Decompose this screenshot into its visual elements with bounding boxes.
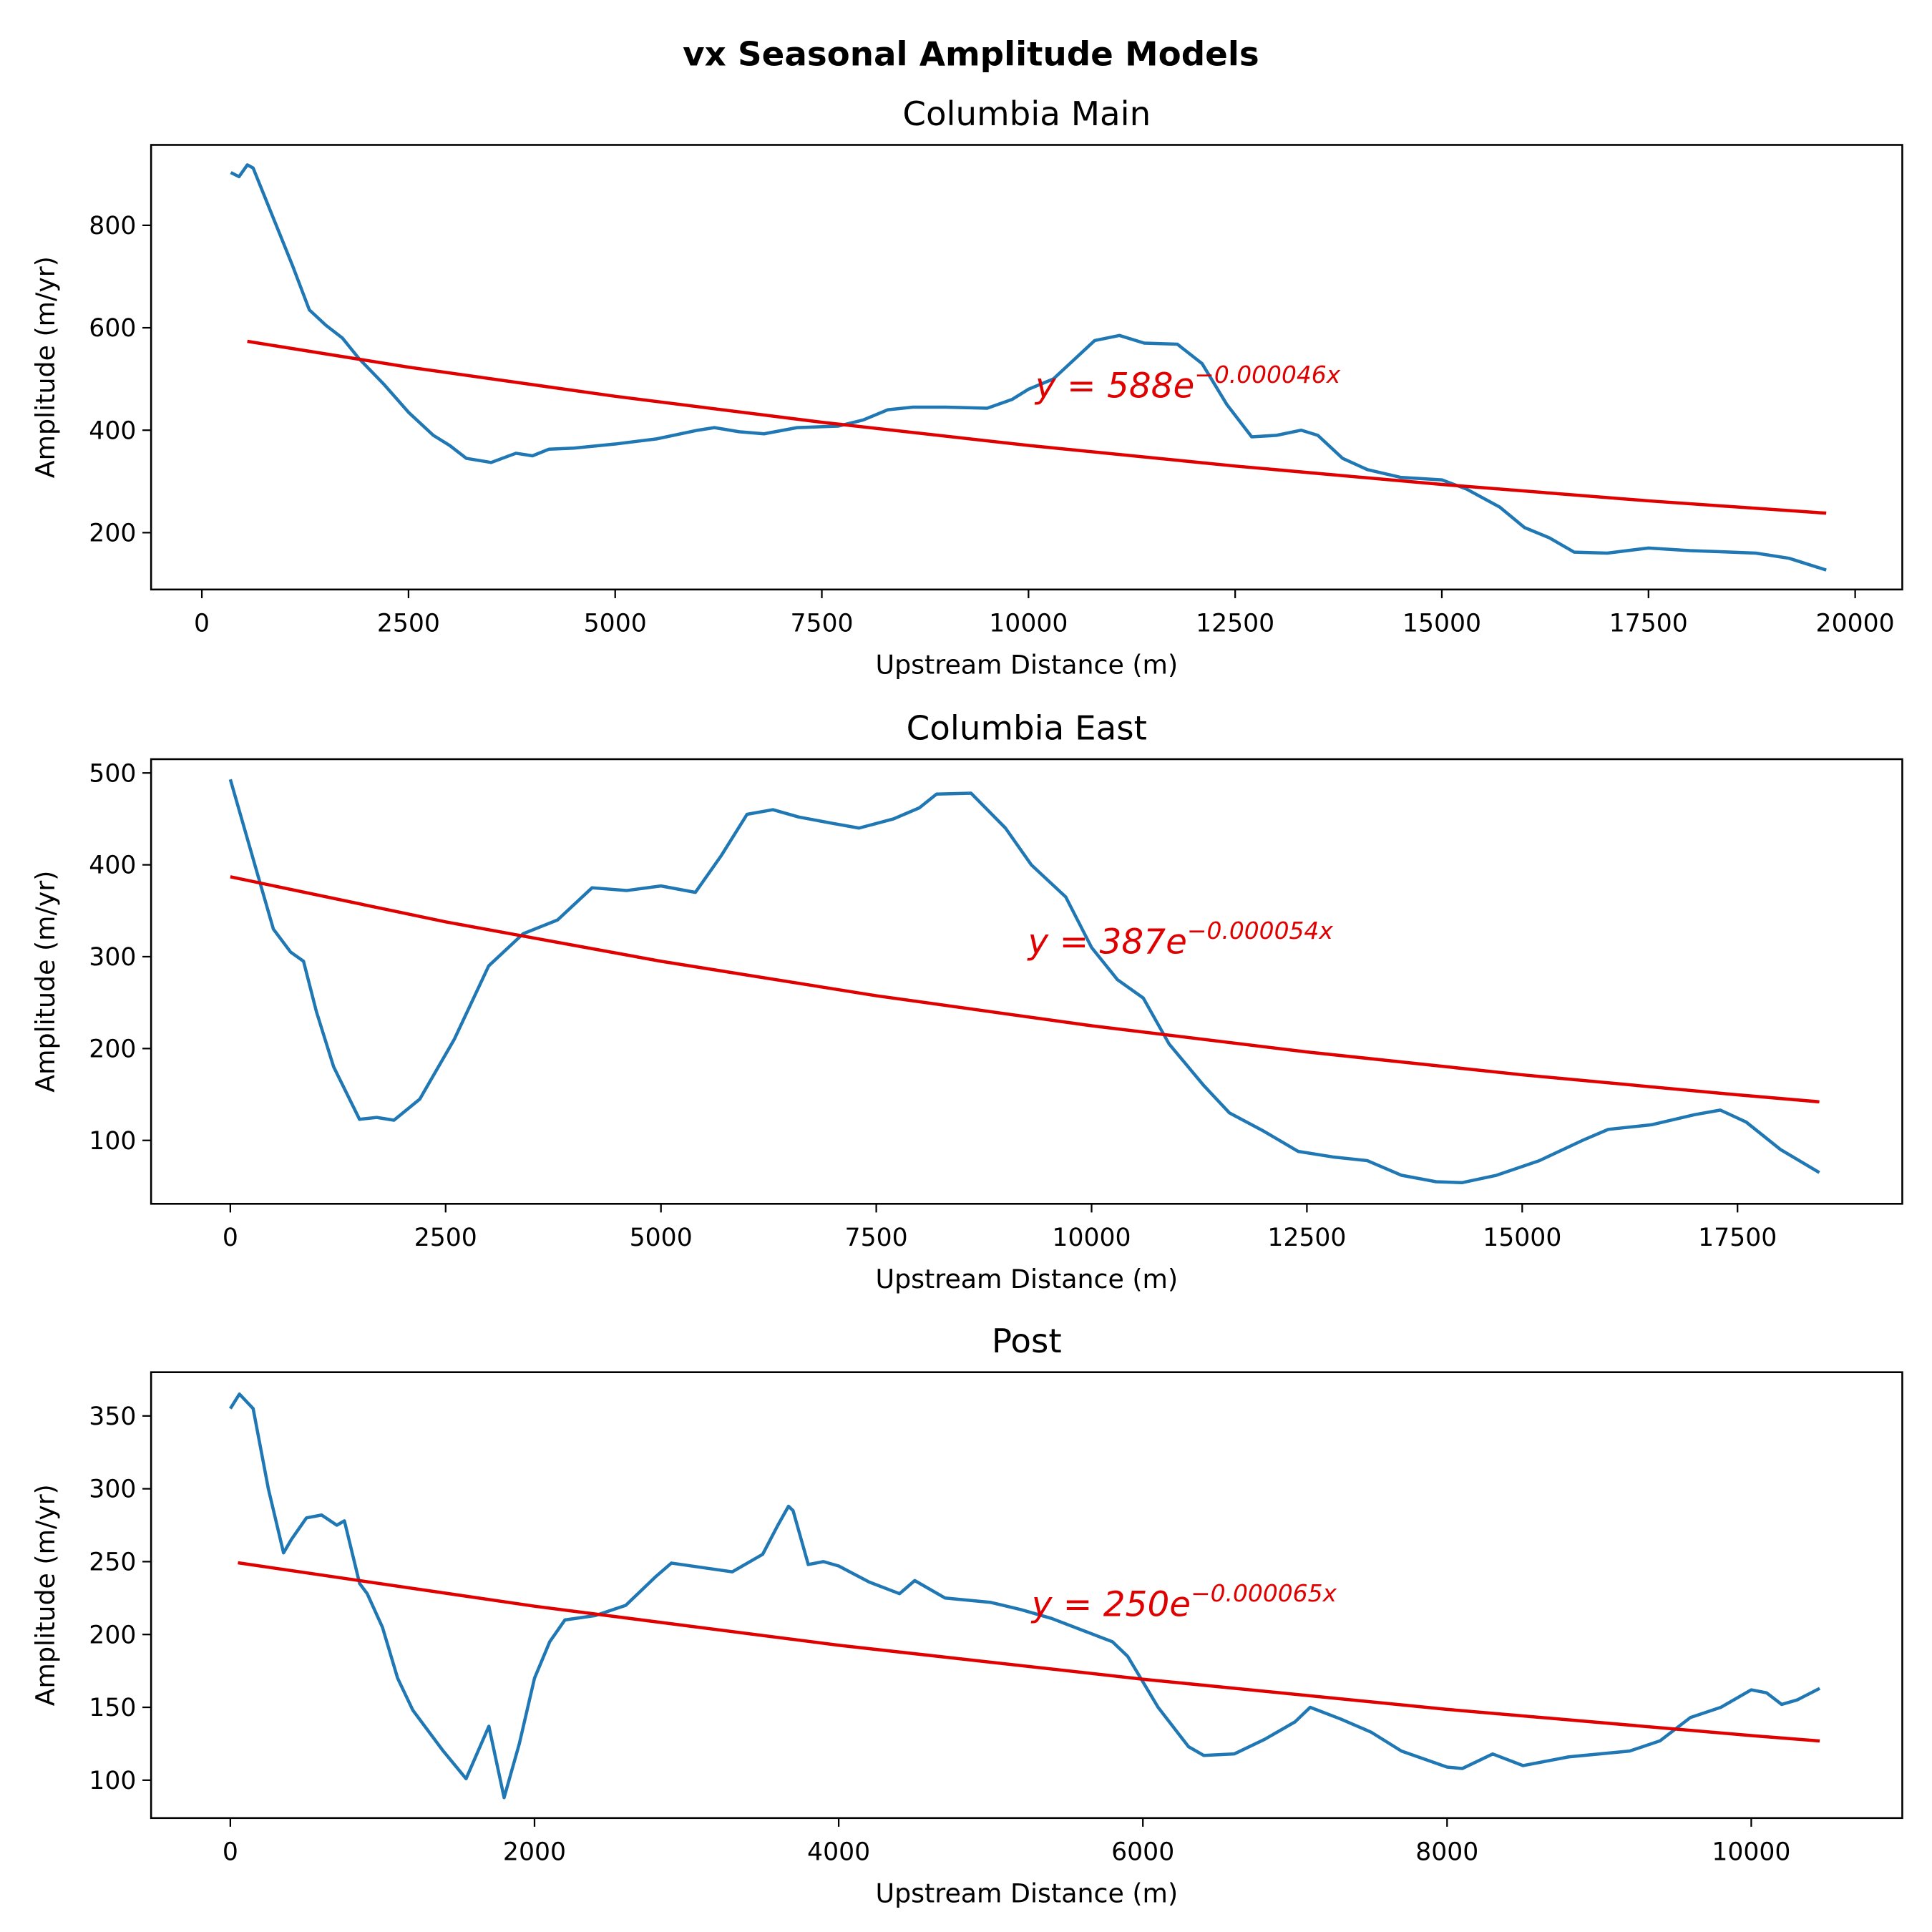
data-line	[228, 1392, 1821, 1800]
x-tick-label: 8000	[1415, 1838, 1478, 1867]
y-tick-label: 800	[89, 212, 136, 240]
x-tick-label: 6000	[1111, 1838, 1174, 1867]
fit-equation-base: y = 250e	[1030, 1585, 1191, 1625]
y-tick-label: 150	[89, 1694, 136, 1722]
fit-equation: y = 250e−0.000065x	[1030, 1579, 1337, 1625]
panel-title: Columbia Main	[902, 95, 1151, 134]
x-tick-label: 17500	[1698, 1224, 1777, 1252]
fit-equation-exponent: −0.000046x	[1194, 361, 1340, 389]
x-tick-label: 2000	[503, 1838, 566, 1867]
x-tick-label: 10000	[989, 610, 1068, 638]
fit-equation: y = 588e−0.000046x	[1034, 361, 1341, 406]
y-tick-label: 350	[89, 1402, 136, 1431]
x-tick-label: 4000	[807, 1838, 870, 1867]
panel-title: Columbia East	[907, 709, 1147, 748]
x-axis-label: Upstream Distance (m)	[875, 1264, 1178, 1294]
plot-area	[228, 1392, 1821, 1800]
y-tick-label: 400	[89, 852, 136, 880]
fit-equation-base: y = 387e	[1027, 922, 1187, 962]
y-tick-label: 500	[89, 759, 136, 788]
fit-equation-exponent: −0.000065x	[1191, 1579, 1337, 1607]
y-tick-label: 300	[89, 943, 136, 972]
y-tick-label: 200	[89, 519, 136, 548]
data-line	[230, 875, 1820, 1104]
x-tick-label: 5000	[584, 610, 647, 638]
y-axis-label: Amplitude (m/yr)	[30, 1484, 61, 1706]
x-tick-label: 15000	[1402, 610, 1481, 638]
x-tick-label: 12500	[1267, 1224, 1346, 1252]
plot-area	[228, 779, 1820, 1185]
fit-equation-base: y = 588e	[1034, 366, 1194, 406]
x-tick-label: 7500	[790, 610, 853, 638]
x-tick-label: 20000	[1816, 610, 1895, 638]
y-tick-label: 600	[89, 314, 136, 343]
y-tick-label: 400	[89, 416, 136, 445]
y-tick-label: 100	[89, 1127, 136, 1156]
x-axis-label: Upstream Distance (m)	[875, 650, 1178, 680]
y-axis-label: Amplitude (m/yr)	[30, 871, 61, 1093]
x-tick-label: 5000	[630, 1224, 693, 1252]
x-tick-label: 12500	[1196, 610, 1274, 638]
x-tick-label: 17500	[1609, 610, 1688, 638]
axes-frame	[150, 1371, 1903, 1820]
data-line	[228, 779, 1820, 1185]
plot-area	[230, 163, 1827, 572]
x-tick-label: 2500	[377, 610, 440, 638]
x-tick-label: 7500	[845, 1224, 908, 1252]
y-axis-label: Amplitude (m/yr)	[30, 256, 61, 478]
data-line	[230, 163, 1827, 572]
y-tick-label: 250	[89, 1548, 136, 1577]
x-tick-label: 0	[223, 1838, 238, 1867]
x-tick-label: 0	[223, 1224, 238, 1252]
x-tick-label: 2500	[414, 1224, 477, 1252]
x-tick-label: 0	[194, 610, 210, 638]
data-line	[238, 1561, 1820, 1743]
axes-frame	[150, 758, 1903, 1205]
fit-equation: y = 387e−0.000054x	[1027, 917, 1334, 962]
data-line	[247, 339, 1827, 515]
x-tick-label: 10000	[1712, 1838, 1790, 1867]
panel-title: Post	[992, 1322, 1062, 1361]
figure-title: vx Seasonal Amplitude Models	[683, 36, 1259, 74]
axes-frame	[150, 144, 1903, 591]
y-tick-label: 200	[89, 1035, 136, 1063]
y-tick-label: 200	[89, 1621, 136, 1649]
y-tick-label: 300	[89, 1475, 136, 1504]
x-tick-label: 15000	[1483, 1224, 1561, 1252]
x-axis-label: Upstream Distance (m)	[875, 1878, 1178, 1908]
y-tick-label: 100	[89, 1767, 136, 1795]
x-tick-label: 10000	[1052, 1224, 1131, 1252]
fit-equation-exponent: −0.000054x	[1187, 917, 1333, 945]
